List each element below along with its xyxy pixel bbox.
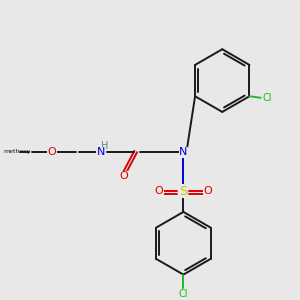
Text: O: O <box>203 186 212 196</box>
Text: O: O <box>47 147 56 157</box>
Text: H: H <box>101 141 109 151</box>
Text: N: N <box>179 147 188 157</box>
Text: Cl: Cl <box>178 289 188 299</box>
Text: S: S <box>179 184 188 197</box>
Text: methoxy: methoxy <box>4 149 31 154</box>
Text: O: O <box>119 171 128 181</box>
Text: Cl: Cl <box>263 93 272 103</box>
Text: N: N <box>97 147 105 157</box>
Text: O: O <box>154 186 163 196</box>
